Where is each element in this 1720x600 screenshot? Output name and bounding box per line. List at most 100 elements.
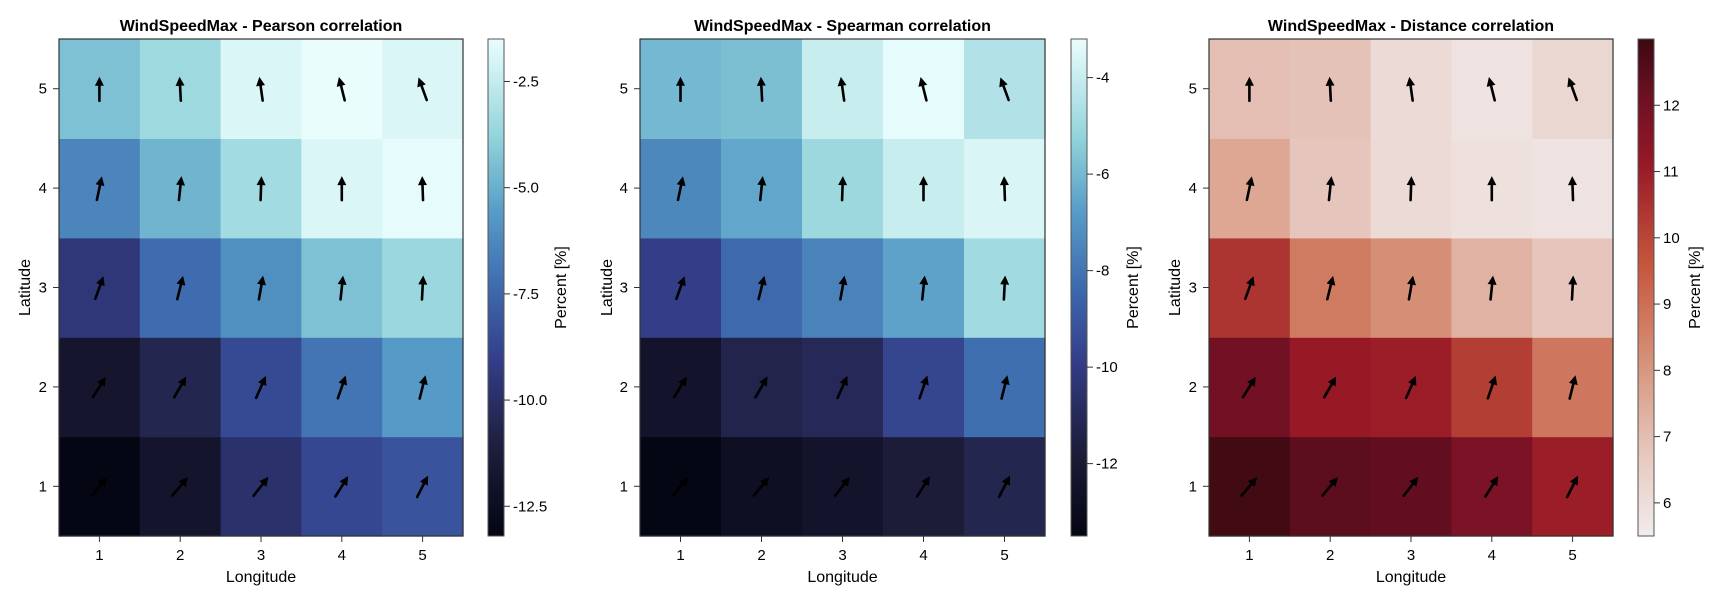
arrow-shaft [915,482,927,498]
arrow-head [678,376,687,387]
wind-arrow [175,275,186,301]
x-tick-label: 4 [919,547,927,564]
wind-arrow [1321,477,1338,497]
wind-arrow [1406,76,1416,102]
x-axis-label: Longitude [226,569,296,586]
arrow-head [175,76,185,86]
arrow-shaft [833,482,846,498]
x-tick-label: 1 [676,547,684,564]
wind-arrow [915,476,930,498]
colorbar-tick-label: 12 [1663,97,1680,114]
colorbar-fill [1070,38,1088,537]
arrow-head [95,176,105,187]
arrow-shaft [1245,183,1252,202]
arrow-shaft [421,183,425,202]
arrow-head [919,176,928,186]
arrow-head [839,375,848,386]
arrow-shaft [1409,183,1413,202]
wind-arrow [1325,275,1336,301]
arrow-shaft [95,183,102,202]
x-tick-label: 3 [1407,547,1415,564]
arrow-head [337,176,347,186]
arrow-head [1406,176,1416,186]
arrow-shaft [752,482,765,497]
arrow-head [1326,275,1336,286]
wind-arrow [999,176,1009,202]
arrow-head [176,176,185,186]
arrow-head [258,375,267,386]
arrow-shaft [754,383,765,399]
wind-arrow [417,77,429,102]
wind-arrow [837,76,847,102]
arrow-head [1567,176,1577,186]
chart-title: WindSpeedMax - Distance correlation [1268,18,1554,35]
arrow-shaft [757,283,764,301]
arrow-head [838,275,848,286]
wind-arrow [334,476,349,498]
arrow-head [918,77,928,87]
wind-arrow [754,376,768,399]
wind-arrow [171,477,188,497]
arrow-head [676,176,686,187]
arrow-head [1409,476,1419,487]
arrow-shaft [1570,283,1575,301]
arrow-head [97,477,108,487]
arrow-shaft [1484,482,1495,498]
arrow-head [256,76,266,87]
arrow-shaft [675,283,683,301]
wind-arrow [1404,375,1417,400]
wind-arrow [1406,176,1416,202]
wind-arrow [1568,375,1578,400]
arrow-head [757,275,767,286]
arrow-head [337,275,347,285]
arrow-shaft [671,482,684,497]
arrow-shaft [1489,283,1494,301]
arrow-head [1247,477,1258,487]
colorbar-tick-label: 9 [1663,296,1671,313]
arrow-shaft [1568,382,1575,400]
y-tick-label: 3 [620,280,628,297]
arrow-shaft [1002,283,1006,301]
y-tick-label: 1 [1189,478,1197,495]
arrow-shaft [1002,84,1010,102]
y-tick-label: 2 [39,379,47,396]
arrow-head [1326,176,1335,186]
y-tick-label: 4 [620,180,628,197]
x-tick-label: 3 [838,547,846,564]
wind-arrow [336,77,347,102]
arrow-head [1487,275,1497,285]
arrow-shaft [1000,382,1007,400]
colorbar-tick-label: 6 [1663,495,1671,512]
wind-arrow [337,275,347,301]
y-tick-label: 2 [620,379,628,396]
arrow-shaft [339,84,347,102]
wind-arrow [252,476,269,498]
arrow-head [1407,275,1416,286]
arrow-shaft [760,84,764,102]
wind-arrow [833,476,850,498]
wind-arrow [671,477,689,497]
arrow-head [1408,375,1417,386]
wind-arrow [1486,375,1498,400]
arrow-shaft [839,283,845,301]
wind-arrow [838,275,848,301]
wind-arrow [1326,176,1335,202]
arrow-shaft [415,482,426,499]
y-axis-label: Latitude [1167,259,1184,316]
arrow-head [1246,276,1255,287]
arrow-head [1244,76,1254,86]
wind-arrow [176,176,185,202]
x-tick-label: 4 [338,547,346,564]
colorbar-tick-label: 7 [1663,429,1671,446]
arrow-shaft [1325,283,1333,301]
y-axis-label: Latitude [599,259,616,316]
wind-arrow [1243,276,1255,301]
arrow-shaft [1407,283,1413,301]
colorbar: -2.5 -5.0 -7.5 -10.0 -12.5 Percent [%] [487,38,570,537]
arrow-shaft [259,183,263,202]
arrow-shaft [177,183,182,202]
wind-arrow [1487,176,1497,202]
wind-arrow [1000,375,1010,400]
colorbar-tick-label: -5.0 [513,180,539,197]
